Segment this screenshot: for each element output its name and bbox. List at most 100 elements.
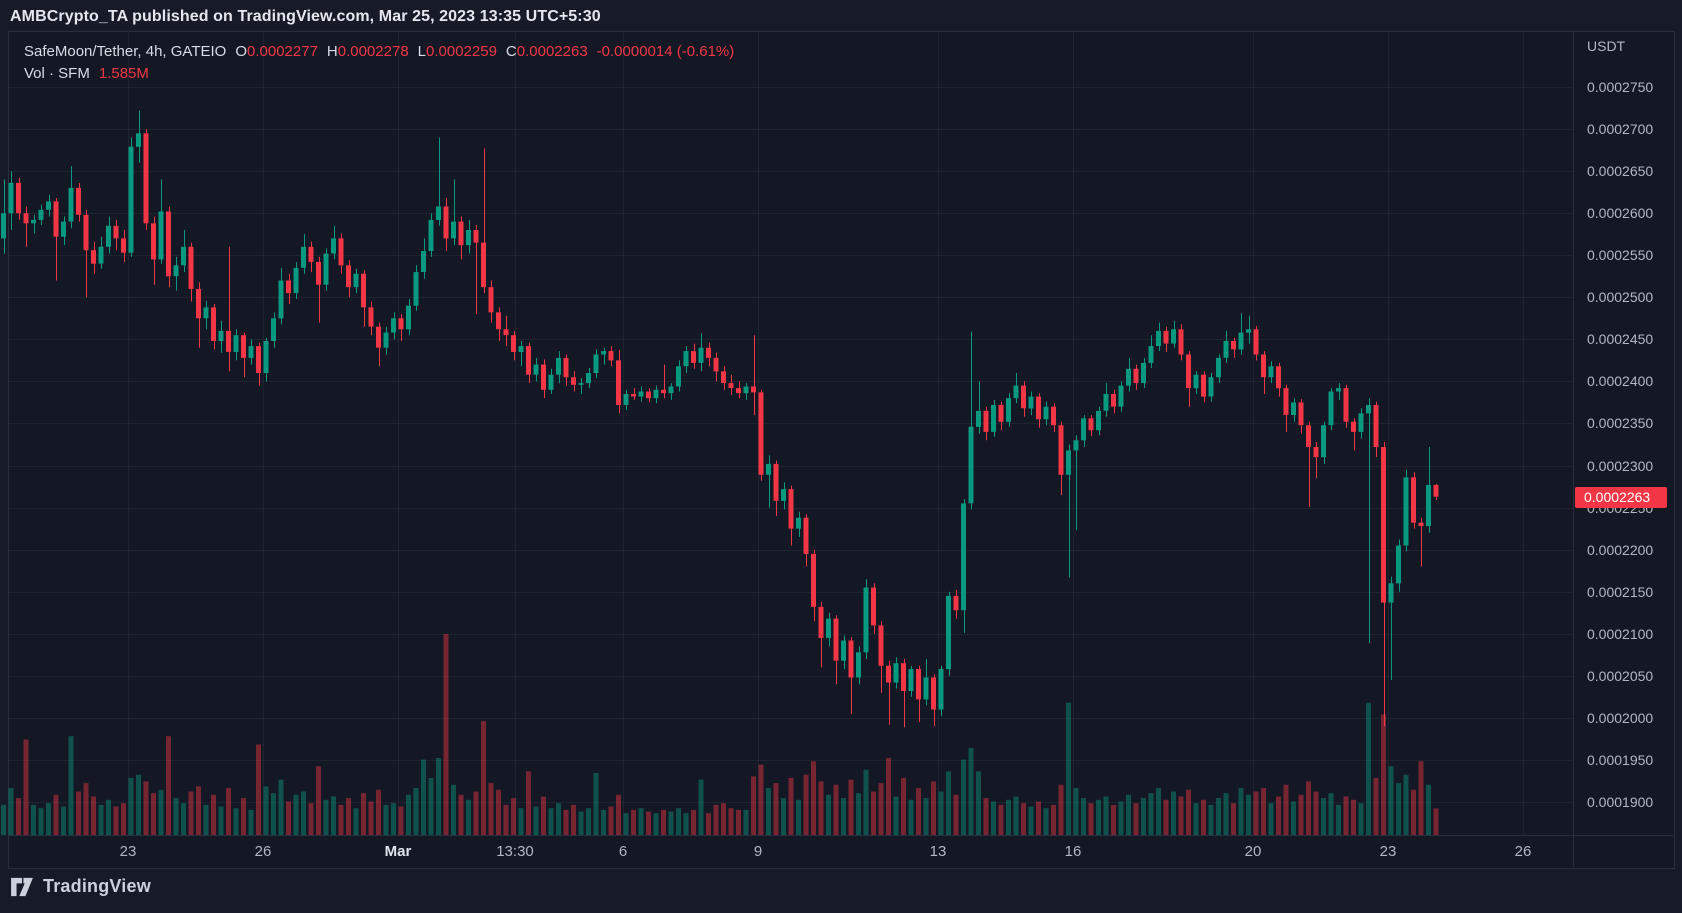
volume-bar [721,803,726,835]
candle-body [91,250,96,264]
candle-body [76,187,81,215]
candle-body [841,640,846,661]
volume-bar [856,793,861,835]
candle-body [1013,385,1019,399]
candle-body [908,669,914,691]
candle-body [736,388,741,394]
volume-bar [368,801,374,835]
candle-body [1148,346,1154,363]
volume-bar [1156,788,1161,835]
candle-body [886,665,891,683]
volume-bar [1058,784,1064,836]
symbol-title[interactable]: SafeMoon/Tether, 4h, GATEIO [24,43,227,60]
volume-bar [1126,794,1131,835]
candle-body [1276,366,1281,389]
candle-body [743,386,749,394]
candle-body [923,677,929,700]
volume-bar [698,779,704,835]
candle-body [196,288,201,319]
volume-bar [428,778,434,835]
volume-bar [466,799,471,835]
volume-bar [758,764,764,835]
volume-bar [1253,791,1259,836]
volume-bar [968,747,974,835]
candle-body [751,386,756,393]
volume-bar [53,794,59,835]
candle-body [541,364,546,390]
candle-body [1118,385,1124,407]
volume-bar [608,806,614,835]
volume-bar [623,813,629,835]
volume-bar [811,761,816,835]
volume-label[interactable]: Vol · SFM [24,65,90,82]
candle-body [721,371,726,384]
volume-bar [1328,793,1334,835]
candle-body [533,364,539,375]
volume-bar [976,771,981,835]
candle-body [1216,357,1221,378]
candle-body [863,587,869,653]
volume-bar [946,771,951,835]
volume-bar [1373,778,1379,835]
tradingview-logo[interactable]: TradingView [10,876,151,897]
volume-bar [1306,781,1311,835]
candle-body [1186,354,1191,389]
volume-bar [833,784,839,836]
volume-bar [1133,803,1139,835]
volume-bar [526,771,531,835]
volume-bar [586,808,591,835]
volume-bar [781,798,786,835]
price-axis-label: 0.0002200 [1587,541,1654,558]
candle-body [1418,522,1424,527]
candle-body [1351,421,1356,432]
volume-bar [676,808,681,835]
volume-bar [593,773,599,835]
candle-body [1073,440,1079,451]
price-axis-label: 0.0002050 [1587,667,1654,684]
candle-body [1366,405,1371,414]
candle-body [113,225,119,239]
tradingview-logo-icon [10,877,34,897]
volume-bar [826,794,831,835]
candle-body [398,318,404,330]
volume-bar [1246,794,1251,835]
candle-body [38,209,44,220]
volume-bar [638,808,644,835]
candle-body [818,606,824,638]
candle-body [638,391,644,397]
volume-bar [398,806,404,835]
candle-body [1298,402,1304,426]
candle-body [1141,362,1146,384]
candle-body [406,305,411,330]
volume-bar [331,796,336,835]
chart-widget[interactable] [8,31,1675,869]
volume-bar [166,736,171,835]
candle-body [413,272,419,306]
candle-body [61,221,66,237]
candle-body [563,357,569,378]
candle-body [706,347,711,358]
ohlc-letter: C [505,43,517,60]
volume-bar [248,809,254,835]
time-axis-label: Mar [384,843,412,860]
volume-bar [713,804,719,836]
volume-bar [556,803,561,835]
candle-body [278,280,284,319]
volume-bar [653,813,659,835]
volume-bar [308,803,314,835]
change-value: -0.0000014 (-0.61%) [596,43,735,60]
volume-bar [1193,803,1199,835]
candle-body [773,463,779,501]
candle-body [1426,484,1431,527]
volume-bar [766,788,771,835]
volume-bar [1426,784,1431,836]
candle-body [623,394,629,405]
volume-bar [773,783,779,835]
volume-bar [631,809,636,835]
candle-body [631,394,636,397]
candle-body [203,307,209,319]
candle-body [466,230,471,246]
candle-body [571,377,576,385]
volume-bar [1036,801,1041,835]
